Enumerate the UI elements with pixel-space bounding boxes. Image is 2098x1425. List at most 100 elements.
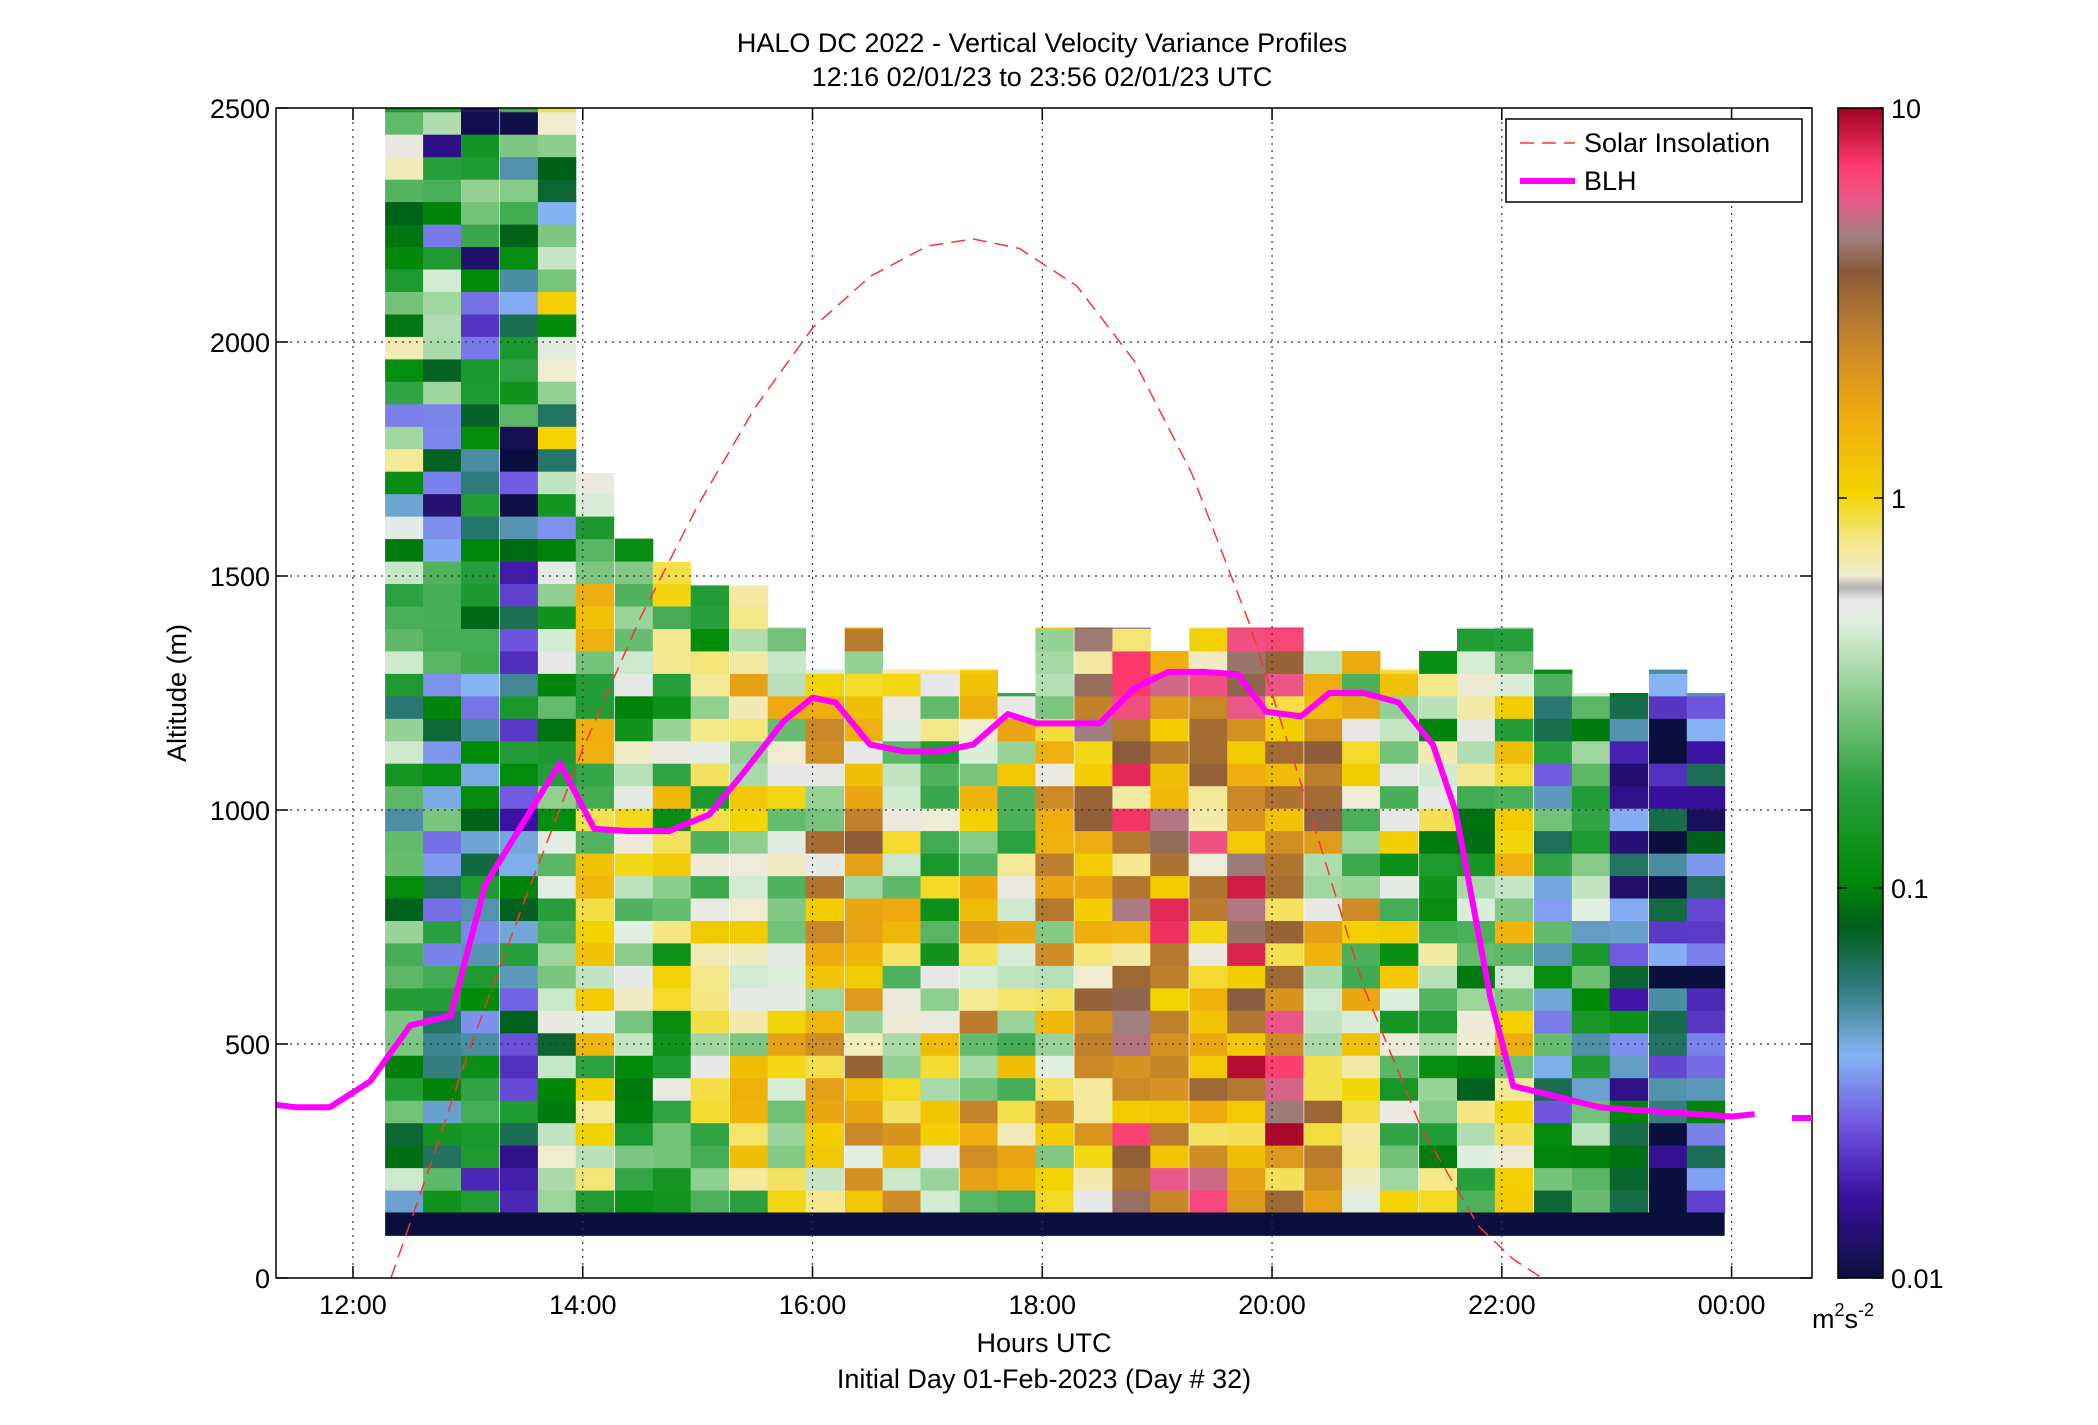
heatmap-cell	[500, 1100, 539, 1124]
heatmap-cell	[1686, 853, 1726, 877]
heatmap-cell	[461, 538, 500, 562]
heatmap-cell	[1419, 1190, 1458, 1213]
heatmap-cell	[1571, 987, 1611, 1011]
heatmap-cell	[690, 740, 730, 764]
heatmap-cell	[1494, 808, 1534, 832]
heatmap-cell	[1457, 1145, 1496, 1169]
heatmap-cell	[1686, 1122, 1726, 1146]
heatmap-cell	[652, 987, 692, 1011]
heatmap-cell	[997, 942, 1036, 966]
heatmap-cell	[423, 471, 462, 495]
heatmap-cell	[997, 1032, 1036, 1056]
heatmap-cell	[500, 1122, 539, 1146]
heatmap-cell	[1494, 785, 1534, 809]
heatmap-cell	[1648, 1032, 1688, 1056]
heatmap-cell	[844, 965, 884, 989]
heatmap-cell	[1189, 1077, 1228, 1101]
heatmap-cell	[1265, 650, 1304, 674]
y-axis-ticks: 0 500 1000 1500 2000 2500	[210, 94, 1812, 1294]
heatmap-cell	[729, 628, 769, 652]
heatmap-cell	[1150, 875, 1189, 899]
heatmap-cell	[1494, 1100, 1534, 1124]
heatmap-cell	[461, 516, 500, 540]
heatmap-cell	[1227, 898, 1266, 921]
heatmap-cell	[1686, 695, 1726, 719]
heatmap-cell	[1112, 898, 1151, 921]
heatmap-cell	[461, 785, 500, 809]
heatmap-cell	[844, 650, 884, 674]
heatmap-cell	[997, 898, 1036, 921]
heatmap-cell	[423, 628, 462, 652]
heatmap-cell	[1342, 1010, 1381, 1034]
heatmap-cell	[767, 627, 807, 629]
heatmap-cell	[1112, 1167, 1151, 1191]
heatmap-cell	[1227, 650, 1266, 674]
heatmap-cell	[882, 853, 921, 877]
heatmap-cell	[537, 269, 577, 292]
heatmap-cell	[1571, 875, 1611, 899]
heatmap-cell	[385, 1077, 424, 1101]
heatmap-cell	[423, 853, 462, 877]
heatmap-cell	[1534, 1167, 1573, 1191]
heatmap-cell	[461, 201, 500, 225]
heatmap-cell	[1419, 987, 1458, 1011]
heatmap-cell	[1189, 695, 1228, 719]
heatmap-cell	[1150, 1032, 1189, 1056]
heatmap-cell	[920, 1145, 959, 1169]
heatmap-cell	[959, 830, 998, 854]
heatmap-cell	[1534, 1190, 1573, 1213]
heatmap-cell	[844, 673, 884, 697]
heatmap-cell	[1494, 898, 1534, 921]
heatmap-cell	[1457, 627, 1496, 629]
heatmap-cell	[614, 1010, 654, 1034]
heatmap-cell	[1150, 1100, 1189, 1124]
heatmap-cell	[461, 1167, 500, 1191]
heatmap-cell	[614, 740, 654, 764]
heatmap-cell	[1189, 853, 1228, 877]
heatmap-cell	[423, 179, 462, 203]
heatmap-cell	[1494, 920, 1534, 944]
heatmap-cell	[1189, 718, 1228, 742]
heatmap-cell	[1494, 627, 1534, 629]
heatmap-cell	[575, 718, 615, 742]
heatmap-cell	[614, 830, 654, 854]
heatmap-cell	[920, 853, 959, 877]
heatmap-cell	[920, 1167, 959, 1191]
heatmap-cell	[423, 1077, 462, 1101]
colorbar: 0.01 0.1 1 10 m2s-2	[1812, 94, 1944, 1334]
heatmap-cell	[844, 1122, 884, 1146]
heatmap-cell	[423, 1190, 462, 1213]
heatmap-cell	[575, 538, 615, 562]
heatmap-cell	[500, 606, 539, 629]
heatmap-cell	[385, 336, 424, 360]
heatmap-cell	[1648, 853, 1688, 877]
heatmap-cell	[575, 920, 615, 944]
heatmap-cell	[1150, 785, 1189, 809]
heatmap-cell	[729, 1145, 769, 1169]
heatmap-cell	[959, 1077, 998, 1101]
heatmap-cell	[805, 785, 844, 809]
heatmap-cell	[1227, 1032, 1266, 1056]
heatmap-cell	[500, 493, 539, 517]
heatmap-cell	[1648, 1077, 1688, 1101]
heatmap-cell	[1112, 718, 1151, 742]
heatmap-cell	[1189, 920, 1228, 944]
heatmap-cell	[1035, 987, 1074, 1011]
heatmap-cell	[1189, 1055, 1228, 1079]
heatmap-cell	[1648, 1190, 1688, 1213]
heatmap-cell	[690, 585, 730, 607]
heatmap-cell	[500, 448, 539, 472]
heatmap-cell	[1494, 1122, 1534, 1146]
heatmap-cell	[1571, 718, 1611, 742]
heatmap-cell	[729, 987, 769, 1011]
heatmap-cell	[1494, 1145, 1534, 1169]
heatmap-cell	[959, 875, 998, 899]
heatmap-cell	[500, 785, 539, 809]
heatmap-cell	[1380, 1167, 1419, 1191]
heatmap-cell	[1304, 1190, 1343, 1213]
heatmap-cell	[614, 808, 654, 832]
heatmap-cell	[500, 1032, 539, 1056]
heatmap-cell	[1686, 740, 1726, 764]
heatmap-cell	[1648, 920, 1688, 944]
heatmap-cell	[882, 965, 921, 989]
